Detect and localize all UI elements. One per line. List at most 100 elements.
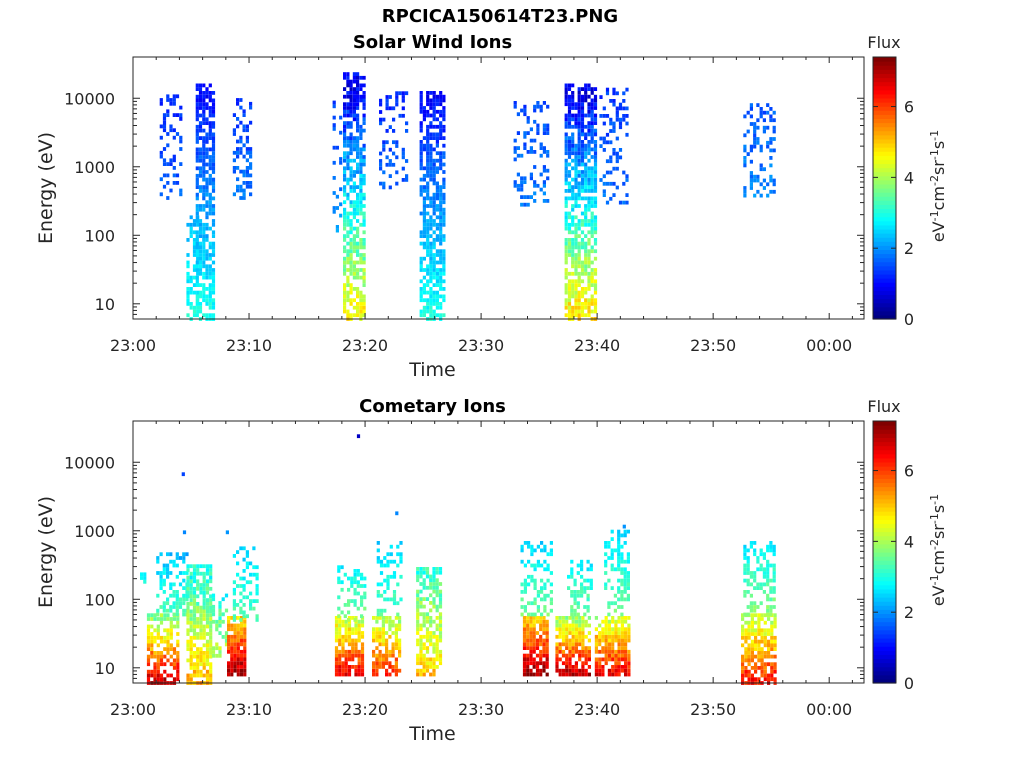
data-cell bbox=[587, 275, 591, 280]
data-cell bbox=[625, 132, 629, 137]
data-cell bbox=[429, 222, 433, 227]
data-cell bbox=[199, 583, 203, 587]
data-cell bbox=[540, 548, 544, 553]
data-cell bbox=[574, 192, 578, 197]
data-cell bbox=[520, 582, 524, 587]
data-cell bbox=[344, 665, 348, 669]
data-cell bbox=[580, 294, 585, 299]
data-cell bbox=[416, 570, 420, 575]
data-cell bbox=[205, 275, 209, 280]
data-cell bbox=[205, 253, 209, 257]
data-cell bbox=[359, 298, 363, 303]
data-cell bbox=[362, 106, 366, 110]
data-cell bbox=[584, 290, 588, 295]
data-cell bbox=[540, 541, 544, 545]
data-cell bbox=[399, 552, 403, 557]
data-cell bbox=[581, 623, 585, 628]
data-cell bbox=[601, 649, 605, 654]
data-cell bbox=[620, 552, 624, 557]
colorbar-segment bbox=[873, 576, 896, 582]
data-cell bbox=[741, 617, 745, 621]
data-cell bbox=[182, 578, 186, 583]
data-cell bbox=[429, 166, 433, 171]
data-cell bbox=[442, 294, 446, 299]
data-cell bbox=[580, 189, 585, 193]
data-cell bbox=[593, 132, 598, 137]
data-cell bbox=[202, 571, 206, 576]
data-cell bbox=[344, 672, 348, 677]
data-cell bbox=[169, 571, 173, 575]
data-cell bbox=[249, 105, 253, 110]
data-cell bbox=[435, 102, 439, 107]
data-cell bbox=[205, 673, 210, 678]
data-cell bbox=[568, 668, 572, 673]
data-cell bbox=[607, 544, 611, 549]
data-cell bbox=[176, 669, 180, 674]
data-cell bbox=[756, 567, 760, 572]
data-cell bbox=[192, 305, 197, 310]
data-cell bbox=[344, 623, 348, 628]
data-cell bbox=[581, 642, 585, 647]
data-cell bbox=[623, 582, 627, 587]
data-cell bbox=[746, 578, 750, 583]
data-cell bbox=[359, 94, 363, 99]
data-cell bbox=[439, 98, 443, 103]
data-cell bbox=[338, 627, 342, 632]
data-cell bbox=[549, 601, 553, 606]
data-cell bbox=[756, 174, 760, 179]
data-cell bbox=[334, 661, 339, 666]
data-cell bbox=[422, 672, 426, 677]
data-cell bbox=[571, 192, 575, 197]
data-cell bbox=[359, 196, 363, 201]
data-cell bbox=[617, 605, 621, 609]
data-cell bbox=[159, 101, 163, 106]
data-cell bbox=[439, 238, 443, 242]
data-cell bbox=[343, 151, 347, 156]
data-cell bbox=[744, 647, 748, 651]
data-cell bbox=[211, 597, 216, 602]
data-cell bbox=[432, 162, 436, 167]
data-cell bbox=[245, 184, 249, 189]
data-cell bbox=[598, 672, 602, 677]
data-cell bbox=[568, 627, 572, 632]
data-cell bbox=[539, 142, 543, 147]
data-cell bbox=[432, 646, 436, 650]
colorbar-segment bbox=[873, 122, 896, 128]
data-cell bbox=[357, 631, 361, 635]
data-cell bbox=[584, 87, 588, 91]
data-cell bbox=[211, 162, 216, 167]
data-cell bbox=[622, 106, 626, 111]
data-cell bbox=[432, 649, 436, 654]
data-cell bbox=[589, 563, 593, 568]
data-cell bbox=[580, 590, 584, 594]
data-cell bbox=[439, 151, 443, 156]
data-cell bbox=[532, 646, 536, 650]
data-cell bbox=[189, 226, 193, 231]
data-cell bbox=[743, 544, 747, 549]
data-cell bbox=[198, 226, 203, 231]
data-cell bbox=[205, 632, 210, 636]
data-cell bbox=[392, 117, 396, 122]
data-cell bbox=[192, 230, 197, 235]
data-cell bbox=[439, 196, 443, 201]
data-cell bbox=[590, 279, 594, 284]
data-cell bbox=[169, 617, 173, 621]
data-cell bbox=[435, 634, 439, 639]
data-cell bbox=[359, 132, 363, 137]
data-cell bbox=[255, 591, 259, 596]
data-cell bbox=[574, 668, 578, 673]
data-cell bbox=[343, 294, 347, 299]
data-cell bbox=[580, 559, 584, 564]
data-cell bbox=[429, 309, 433, 314]
data-cell bbox=[607, 672, 611, 677]
data-cell bbox=[567, 279, 572, 284]
data-cell bbox=[349, 256, 353, 261]
data-cell bbox=[429, 177, 433, 182]
data-cell bbox=[623, 574, 627, 579]
data-cell bbox=[599, 136, 603, 141]
data-cell bbox=[230, 653, 234, 658]
data-cell bbox=[185, 552, 189, 557]
data-cell bbox=[625, 114, 629, 118]
data-cell bbox=[362, 162, 366, 167]
data-cell bbox=[576, 605, 580, 609]
